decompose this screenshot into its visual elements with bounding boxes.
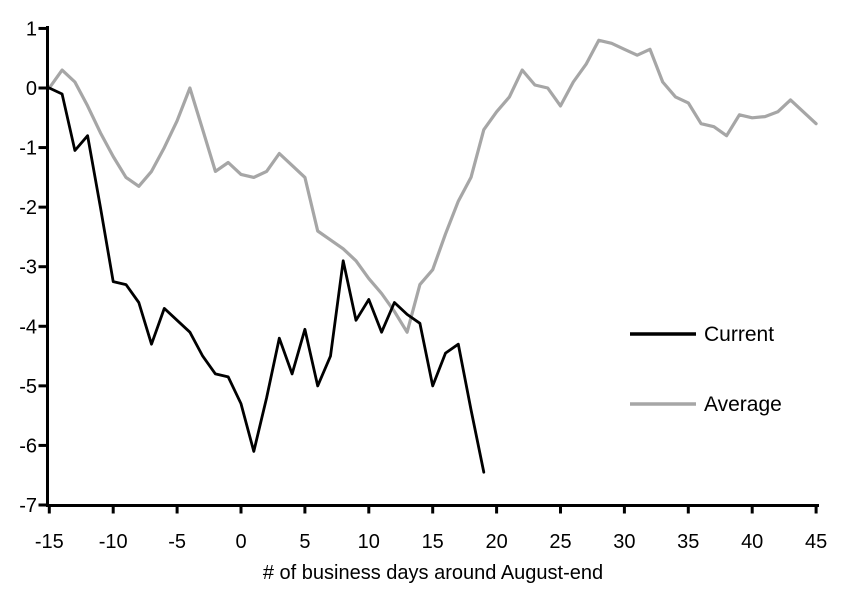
x-tick-label: 0 <box>235 531 246 553</box>
y-tick-label: -5 <box>19 376 37 398</box>
y-tick-label: -6 <box>19 435 37 457</box>
x-tick-label: 35 <box>677 531 699 553</box>
x-axis-title: # of business days around August-end <box>263 562 603 584</box>
legend-label-average: Average <box>704 393 782 416</box>
y-tick-label: -4 <box>19 316 37 338</box>
x-tick-label: -10 <box>99 531 128 553</box>
x-tick-label: 10 <box>358 531 380 553</box>
series-current-line <box>47 86 486 474</box>
x-tick-label: 30 <box>613 531 635 553</box>
y-tick-label: 1 <box>26 18 37 40</box>
x-tick-label: -5 <box>168 531 186 553</box>
series-average-line <box>47 38 818 334</box>
y-tick-label: -7 <box>19 495 37 517</box>
x-tick-label: 25 <box>549 531 571 553</box>
x-tick-label: 45 <box>805 531 827 553</box>
y-tick-label: -1 <box>19 138 37 160</box>
x-tick-label: 15 <box>422 531 444 553</box>
x-tick-label: -15 <box>35 531 64 553</box>
x-tick-label: 40 <box>741 531 763 553</box>
y-tick-label: -3 <box>19 257 37 279</box>
y-tick-label: -2 <box>19 197 37 219</box>
y-tick-label: 0 <box>26 78 37 100</box>
x-tick-label: 5 <box>299 531 310 553</box>
legend-label-current: Current <box>704 323 774 346</box>
x-tick-label: 20 <box>485 531 507 553</box>
